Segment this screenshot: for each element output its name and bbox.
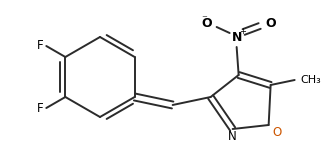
Text: F: F — [37, 39, 43, 52]
Text: CH₃: CH₃ — [301, 75, 321, 85]
Text: +: + — [239, 26, 246, 36]
Text: O: O — [272, 126, 281, 140]
Text: ⁻: ⁻ — [202, 14, 207, 24]
Text: N: N — [228, 130, 237, 144]
Text: F: F — [37, 102, 43, 115]
Text: O: O — [201, 16, 212, 30]
Text: N: N — [231, 30, 242, 43]
Text: O: O — [265, 16, 276, 30]
